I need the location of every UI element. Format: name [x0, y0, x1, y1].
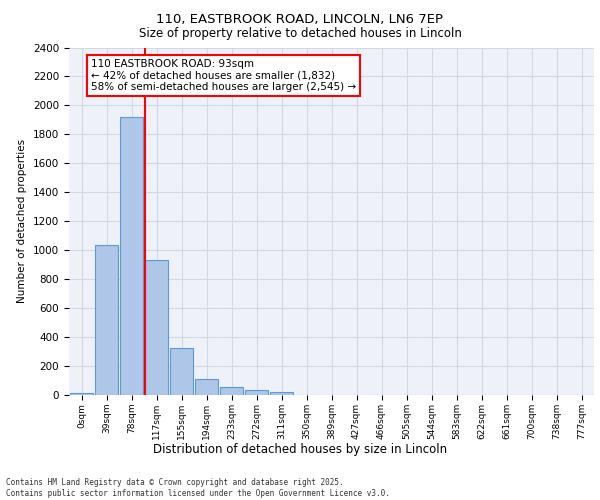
Bar	[70, 393, 93, 395]
Bar	[220, 387, 243, 395]
Text: 110, EASTBROOK ROAD, LINCOLN, LN6 7EP: 110, EASTBROOK ROAD, LINCOLN, LN6 7EP	[157, 12, 443, 26]
Bar	[170, 348, 193, 395]
Bar	[270, 392, 293, 395]
Bar	[95, 245, 118, 395]
Bar	[145, 260, 168, 395]
Bar	[195, 379, 218, 395]
Text: Distribution of detached houses by size in Lincoln: Distribution of detached houses by size …	[153, 442, 447, 456]
Text: Size of property relative to detached houses in Lincoln: Size of property relative to detached ho…	[139, 28, 461, 40]
Y-axis label: Number of detached properties: Number of detached properties	[17, 139, 28, 304]
Text: Contains HM Land Registry data © Crown copyright and database right 2025.
Contai: Contains HM Land Registry data © Crown c…	[6, 478, 390, 498]
Bar	[120, 117, 143, 395]
Text: 110 EASTBROOK ROAD: 93sqm
← 42% of detached houses are smaller (1,832)
58% of se: 110 EASTBROOK ROAD: 93sqm ← 42% of detac…	[91, 59, 356, 92]
Bar	[245, 390, 268, 395]
